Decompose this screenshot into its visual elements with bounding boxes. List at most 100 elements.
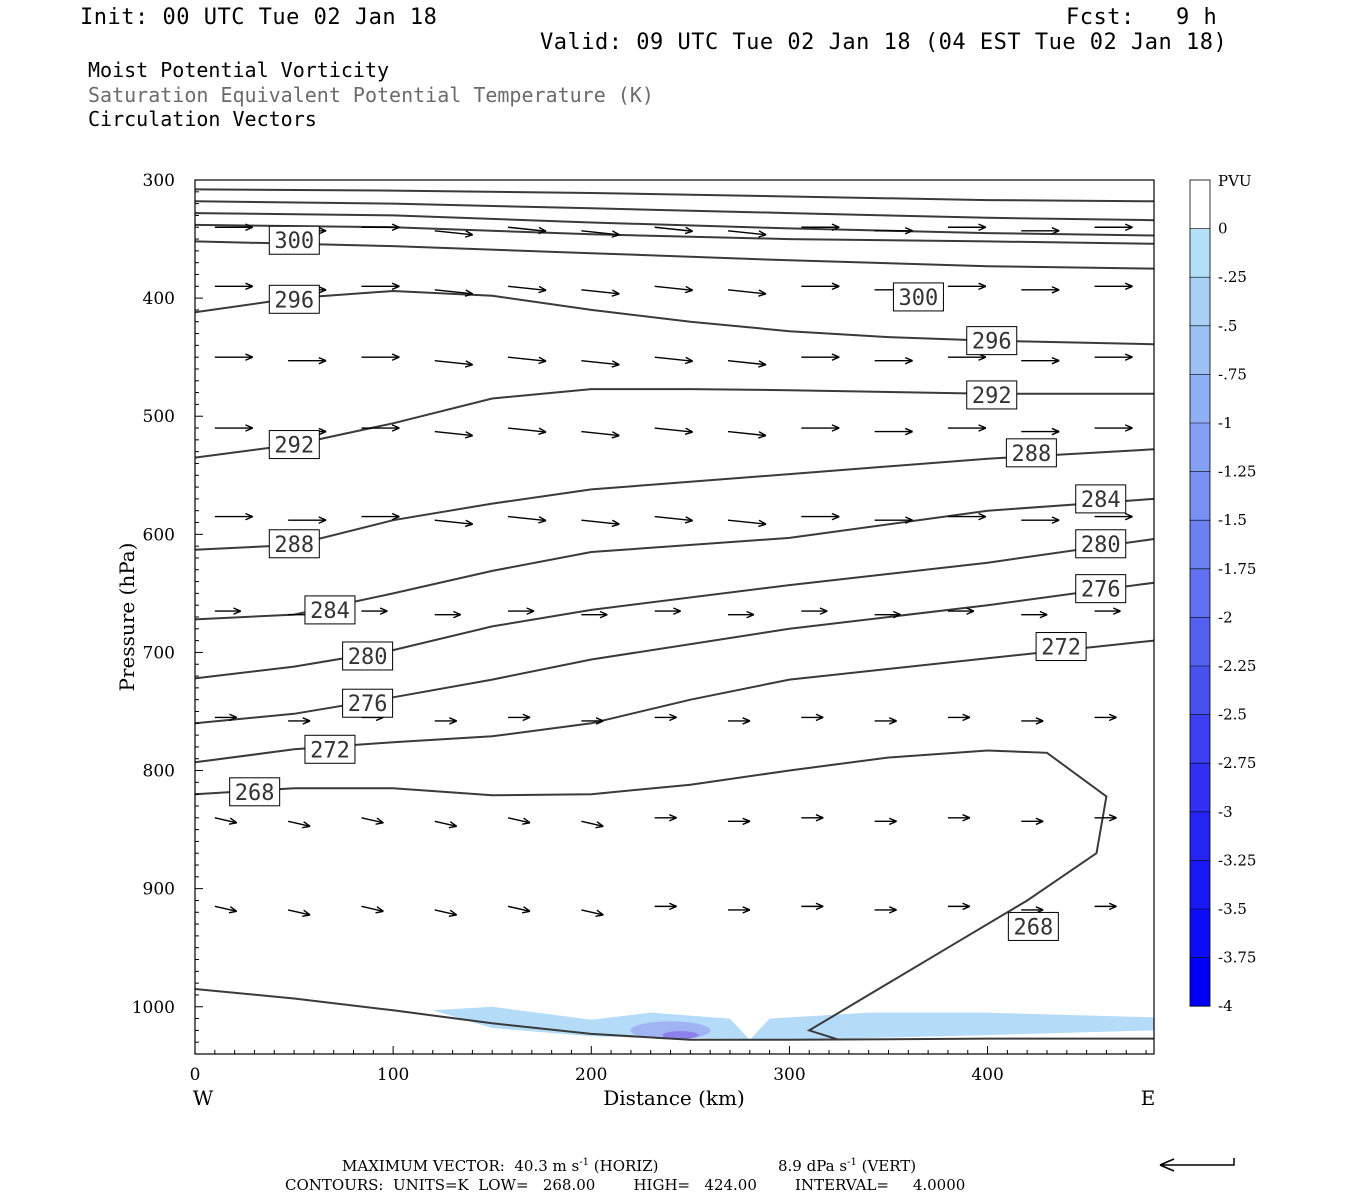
vector-arrow: [947, 424, 987, 432]
vector-arrow: [1094, 902, 1117, 911]
x-tick-label-100: 100: [377, 1065, 409, 1085]
vector-arrow: [727, 519, 767, 528]
contour-line-0: [194, 223, 1155, 245]
vector-arrow: [361, 817, 384, 825]
vector-arrow: [288, 717, 311, 725]
x-tick-label-0: 0: [190, 1065, 201, 1085]
vector-arrow: [654, 515, 694, 524]
vector-arrow: [581, 289, 620, 297]
vector-arrow: [874, 516, 913, 524]
footer-vert: 8.9 dPa s-1 (VERT): [778, 1157, 917, 1175]
vector-arrow: [1094, 424, 1133, 432]
x-tick-label-300: 300: [773, 1065, 805, 1085]
vector-arrow: [581, 717, 604, 725]
y-tick-label-1000: 1000: [132, 998, 175, 1018]
vector-arrow: [1094, 223, 1133, 232]
colorbar-label-16: -4: [1218, 997, 1233, 1015]
vector-arrow: [434, 909, 458, 918]
vector-arrow: [654, 285, 694, 294]
colorbar-swatch-13: [1190, 811, 1210, 861]
x-axis-west-label: W: [193, 1086, 214, 1110]
contour-line-19: [194, 749, 1108, 1041]
vector-arrow: [874, 356, 913, 365]
contour-label-box-17: [304, 734, 356, 764]
vector-arrow: [507, 285, 547, 294]
colorbar-label-10: -2.5: [1218, 706, 1247, 724]
contour-label-box-13: [342, 641, 394, 671]
contour-label-1: 300: [899, 286, 939, 311]
contour-label-box-12: [1075, 484, 1127, 514]
y-tick-label-300: 300: [143, 171, 175, 191]
contour-label-box-20: [1007, 911, 1059, 941]
y-tick-label-600: 600: [143, 525, 175, 545]
colorbar-swatch-7: [1190, 520, 1210, 569]
colorbar-swatch-1: [1190, 228, 1210, 278]
contour-label-9: 288: [274, 533, 314, 558]
vector-arrow: [214, 282, 254, 291]
vector-arrow: [507, 515, 547, 524]
colorbar-swatch-6: [1190, 471, 1210, 521]
y-axis-label: Pressure (hPa): [115, 543, 139, 692]
vector-arrow: [1021, 356, 1060, 365]
vector-arrow: [214, 353, 254, 361]
contour-line-1: [194, 188, 1155, 203]
vector-arrow: [507, 905, 531, 914]
vector-arrow: [434, 820, 458, 829]
vector-arrow: [581, 230, 620, 238]
contour-label-16: 276: [1081, 578, 1121, 603]
vector-arrow: [801, 424, 840, 432]
vector-arrow: [727, 430, 767, 439]
vector-arrow: [214, 817, 238, 825]
y-tick-label-400: 400: [143, 289, 175, 309]
colorbar-unit: PVU: [1218, 172, 1252, 190]
contour-label-12: 284: [1081, 488, 1121, 513]
mpv-fill-dark: [662, 1031, 699, 1040]
vector-arrow: [1094, 814, 1117, 822]
vector-arrow: [1021, 286, 1060, 294]
vector-arrow: [214, 512, 254, 521]
colorbar-swatch-5: [1190, 423, 1210, 472]
vector-arrow: [581, 820, 604, 829]
contour-label-box-6: [966, 326, 1018, 356]
vector-arrow: [361, 424, 400, 432]
vector-arrow: [1094, 353, 1133, 361]
x-axis-east-label: E: [1141, 1086, 1156, 1110]
footer-contours: CONTOURS: UNITS=K LOW= 268.00 HIGH= 424.…: [285, 1176, 966, 1194]
vector-arrow: [507, 427, 547, 436]
vector-arrow: [434, 610, 462, 619]
vector-arrow: [874, 227, 913, 235]
vector-arrow: [214, 905, 238, 914]
vector-arrow: [654, 607, 681, 615]
vector-arrow: [581, 909, 604, 918]
colorbar-swatch-8: [1190, 568, 1210, 618]
vector-arrow: [434, 360, 474, 368]
contour-label-6: 296: [972, 330, 1012, 355]
contour-label-box-8: [966, 380, 1018, 410]
contour-label-14: 280: [1081, 533, 1121, 558]
colorbar-label-12: -3: [1218, 803, 1233, 821]
vector-arrow: [801, 902, 824, 911]
colorbar-label-1: -.25: [1218, 268, 1247, 286]
contour-label-box-16: [1075, 574, 1127, 604]
contour-label-8: 292: [972, 384, 1012, 409]
contour-line-7: [194, 388, 1154, 459]
colorbar-swatch-15: [1190, 909, 1210, 958]
vector-arrow: [508, 713, 531, 722]
contour-label-20: 268: [1013, 915, 1053, 940]
colorbar-label-13: -3.25: [1218, 851, 1256, 869]
contour-label-box-14: [1075, 529, 1127, 559]
vector-arrow: [874, 717, 897, 725]
contour-labels: 300 300 296 296 292 292 288 288 284 284 280 280 276 2…: [229, 225, 1127, 941]
vector-arrow: [361, 282, 400, 291]
vector-arrow: [581, 610, 608, 619]
colorbar-label-7: -1.75: [1218, 560, 1256, 578]
footer-max-vector: MAXIMUM VECTOR: 40.3 m s-1 (HORIZ): [342, 1157, 659, 1175]
contour-label-box-7: [268, 430, 320, 460]
colorbar-swatch-11: [1190, 714, 1210, 764]
vector-arrow: [801, 282, 840, 291]
colorbar-swatch-4: [1190, 374, 1210, 423]
vector-arrow: [1021, 227, 1060, 235]
contour-line-5: [194, 289, 1155, 346]
contour-label-5: 296: [274, 288, 314, 313]
colorbar-swatch-16: [1190, 957, 1210, 1007]
